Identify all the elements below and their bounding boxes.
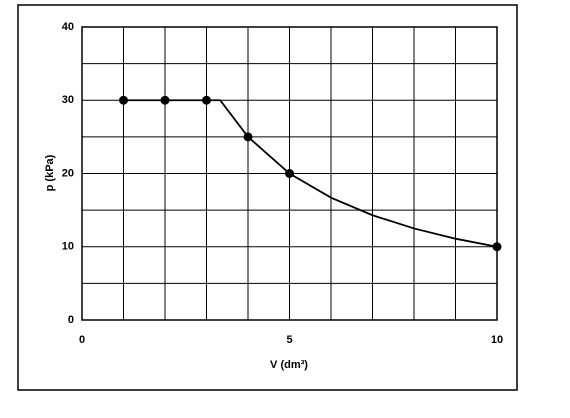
data-point [492,242,502,252]
data-point [119,95,128,105]
y-tick-label: 40 [62,21,74,33]
x-tick-label: 10 [491,334,503,346]
y-tick-label: 0 [68,314,74,326]
x-tick-label: 0 [79,334,85,346]
data-point [202,95,211,105]
data-point [285,169,294,178]
x-axis-label: V (dm³) [270,359,308,371]
y-tick-label: 20 [62,167,74,179]
data-point [160,95,170,105]
plot-border [81,26,498,321]
x-tick-label: 5 [286,334,292,346]
y-tick-label: 10 [62,241,74,253]
y-tick-label: 30 [62,94,74,106]
chart-frame [17,4,518,391]
y-axis-label: p (kPa) [44,154,56,191]
data-point [243,132,253,142]
